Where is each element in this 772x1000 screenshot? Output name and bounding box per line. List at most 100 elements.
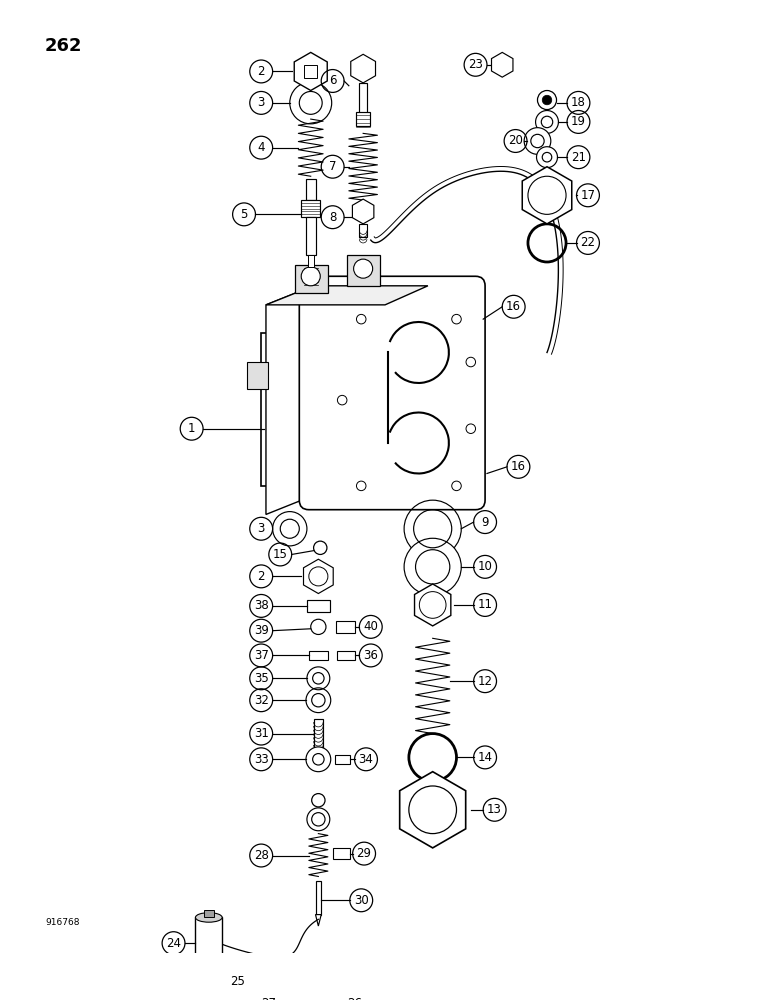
Polygon shape bbox=[316, 915, 321, 926]
Circle shape bbox=[307, 667, 330, 690]
Circle shape bbox=[357, 481, 366, 491]
Text: 37: 37 bbox=[254, 649, 269, 662]
Text: 27: 27 bbox=[261, 997, 276, 1000]
Circle shape bbox=[466, 424, 476, 433]
Text: 19: 19 bbox=[571, 115, 586, 128]
Text: 23: 23 bbox=[468, 58, 483, 71]
Bar bbox=[316, 881, 321, 915]
Polygon shape bbox=[266, 286, 313, 514]
Circle shape bbox=[300, 91, 322, 114]
Circle shape bbox=[542, 152, 552, 162]
Circle shape bbox=[404, 538, 461, 595]
Text: 1: 1 bbox=[188, 422, 195, 435]
Circle shape bbox=[337, 395, 347, 405]
Bar bbox=[247, 362, 268, 389]
Text: 38: 38 bbox=[254, 599, 269, 612]
Text: 2: 2 bbox=[257, 570, 265, 583]
Text: 15: 15 bbox=[273, 548, 288, 561]
Text: 9: 9 bbox=[481, 516, 489, 529]
Circle shape bbox=[466, 357, 476, 367]
Circle shape bbox=[307, 808, 330, 831]
Circle shape bbox=[311, 619, 326, 634]
Bar bbox=[308, 255, 313, 267]
Polygon shape bbox=[415, 584, 451, 626]
Circle shape bbox=[300, 970, 318, 989]
Text: 28: 28 bbox=[254, 849, 269, 862]
Text: 916768: 916768 bbox=[45, 918, 80, 927]
Circle shape bbox=[419, 592, 446, 618]
Bar bbox=[313, 719, 323, 750]
Text: 3: 3 bbox=[258, 522, 265, 535]
Text: 4: 4 bbox=[257, 141, 265, 154]
Circle shape bbox=[304, 975, 313, 984]
Circle shape bbox=[309, 567, 328, 586]
Circle shape bbox=[536, 111, 558, 133]
Circle shape bbox=[537, 91, 557, 110]
Text: 35: 35 bbox=[254, 672, 269, 685]
Text: 12: 12 bbox=[478, 675, 493, 688]
Bar bbox=[336, 621, 354, 633]
Text: 31: 31 bbox=[254, 727, 269, 740]
Bar bbox=[333, 848, 350, 859]
Circle shape bbox=[298, 59, 323, 84]
Bar bbox=[261, 333, 418, 486]
Circle shape bbox=[415, 550, 450, 584]
Text: 7: 7 bbox=[329, 160, 337, 173]
Circle shape bbox=[528, 176, 566, 214]
Circle shape bbox=[541, 116, 553, 128]
Text: 3: 3 bbox=[258, 96, 265, 109]
Circle shape bbox=[452, 481, 461, 491]
Text: 16: 16 bbox=[506, 300, 521, 313]
Text: 30: 30 bbox=[354, 894, 368, 907]
Bar bbox=[306, 217, 316, 255]
Bar bbox=[359, 83, 367, 126]
Polygon shape bbox=[294, 52, 327, 91]
Text: 5: 5 bbox=[240, 208, 248, 221]
Text: 11: 11 bbox=[478, 598, 493, 611]
Text: 25: 25 bbox=[230, 975, 245, 988]
Bar bbox=[302, 989, 316, 994]
Bar bbox=[357, 112, 370, 126]
Text: 21: 21 bbox=[571, 151, 586, 164]
Text: 22: 22 bbox=[581, 236, 595, 249]
Circle shape bbox=[306, 747, 330, 772]
Polygon shape bbox=[314, 990, 332, 1000]
Circle shape bbox=[313, 673, 324, 684]
FancyBboxPatch shape bbox=[300, 276, 485, 510]
Polygon shape bbox=[266, 286, 428, 305]
Circle shape bbox=[301, 267, 320, 286]
Circle shape bbox=[452, 314, 461, 324]
Circle shape bbox=[542, 95, 552, 105]
Text: 10: 10 bbox=[478, 560, 493, 573]
Text: 8: 8 bbox=[329, 211, 337, 224]
Bar bbox=[295, 265, 328, 293]
Text: 36: 36 bbox=[364, 649, 378, 662]
Circle shape bbox=[531, 134, 544, 148]
Polygon shape bbox=[352, 199, 374, 224]
Bar bbox=[359, 224, 367, 237]
Polygon shape bbox=[303, 559, 334, 594]
Text: 29: 29 bbox=[357, 847, 371, 860]
Text: 14: 14 bbox=[478, 751, 493, 764]
Text: 33: 33 bbox=[254, 753, 269, 766]
Polygon shape bbox=[350, 54, 375, 83]
Circle shape bbox=[290, 82, 332, 124]
Circle shape bbox=[290, 994, 309, 1000]
Circle shape bbox=[313, 754, 324, 765]
Ellipse shape bbox=[195, 964, 222, 974]
Text: 13: 13 bbox=[487, 803, 502, 816]
Text: 262: 262 bbox=[45, 37, 83, 55]
Bar bbox=[347, 255, 381, 286]
Circle shape bbox=[295, 998, 304, 1000]
Text: 24: 24 bbox=[166, 937, 181, 950]
Circle shape bbox=[312, 794, 325, 807]
Ellipse shape bbox=[195, 913, 222, 922]
Text: 6: 6 bbox=[329, 74, 337, 87]
Bar bbox=[337, 651, 354, 660]
Bar bbox=[306, 179, 316, 200]
Text: 16: 16 bbox=[511, 460, 526, 473]
Circle shape bbox=[409, 786, 456, 834]
Bar bbox=[204, 910, 214, 917]
Circle shape bbox=[537, 147, 557, 168]
Bar bbox=[301, 200, 320, 217]
